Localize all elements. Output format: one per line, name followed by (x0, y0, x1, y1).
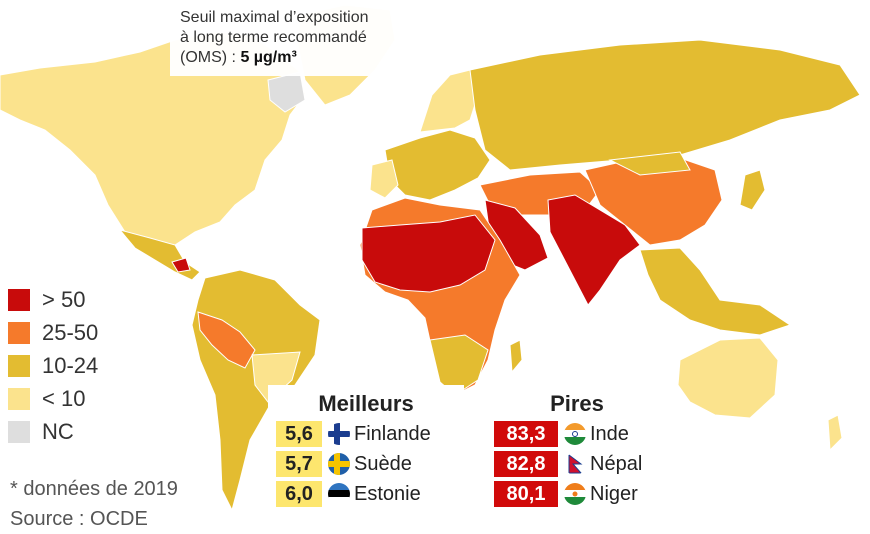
worst-countries-panel: Pires 83,3 Inde 82,8 Népal 80,1 Niger (486, 385, 668, 521)
legend-label: 25-50 (42, 319, 99, 345)
region-madagascar (509, 339, 523, 374)
niger-flag-icon (564, 483, 586, 505)
legend-item: 10-24 (8, 349, 98, 382)
legend-item: NC (8, 415, 98, 448)
best-country: Suède (354, 452, 412, 475)
region-japan (739, 169, 766, 211)
note-line-3-prefix: (OMS) : (180, 49, 241, 66)
best-country: Finlande (354, 422, 431, 445)
region-south-asia (547, 194, 641, 306)
region-mongolia (608, 151, 691, 176)
best-row: 5,6 Finlande (268, 419, 464, 449)
region-south-east-asia (639, 247, 792, 336)
legend-swatch (8, 354, 30, 377)
region-russia (469, 39, 861, 171)
best-value: 6,0 (276, 481, 322, 507)
worst-country: Niger (590, 482, 638, 505)
best-value: 5,6 (276, 421, 322, 447)
worst-value: 80,1 (494, 481, 558, 507)
legend-item: < 10 (8, 382, 98, 415)
note-line-3: (OMS) : 5 µg/m³ (180, 48, 406, 68)
india-flag-icon (564, 423, 586, 445)
region-europe (384, 129, 491, 201)
note-line-1: Seuil maximal d’exposition (180, 9, 369, 26)
legend-swatch (8, 288, 30, 311)
best-countries-panel: Meilleurs 5,6 Finlande 5,7 Suède 6,0 Est… (268, 385, 464, 521)
legend-swatch (8, 420, 30, 443)
worst-row: 82,8 Népal (486, 449, 668, 479)
worst-row: 80,1 Niger (486, 479, 668, 509)
legend-label: > 50 (42, 286, 86, 312)
footnote: * données de 2019 Source : OCDE (10, 474, 178, 534)
data-year-note: * données de 2019 (10, 478, 178, 500)
legend-swatch (8, 387, 30, 410)
worst-row: 83,3 Inde (486, 419, 668, 449)
best-value: 5,7 (276, 451, 322, 477)
legend-label: 10-24 (42, 352, 99, 378)
worst-country: Népal (590, 452, 643, 475)
region-scandinavia (419, 69, 479, 133)
map-legend: > 50 25-50 10-24 < 10 NC (8, 283, 98, 448)
legend-item: > 50 (8, 283, 98, 316)
region-new-zealand (827, 414, 843, 452)
worst-value: 83,3 (494, 421, 558, 447)
note-threshold-value: 5 µg/m³ (240, 49, 297, 66)
finland-flag-icon (328, 423, 350, 445)
region-australia (677, 337, 779, 419)
legend-swatch (8, 321, 30, 344)
sweden-flag-icon (328, 453, 350, 475)
note-line-2: à long terme recommandé (180, 29, 367, 46)
worst-country: Inde (590, 422, 629, 445)
legend-label: < 10 (42, 385, 86, 411)
region-sahel (361, 214, 496, 293)
region-central-america (171, 257, 191, 273)
legend-label: NC (42, 418, 74, 444)
best-panel-title: Meilleurs (318, 391, 414, 416)
estonia-flag-icon (328, 483, 350, 505)
worst-panel-title: Pires (550, 391, 604, 416)
best-row: 6,0 Estonie (268, 479, 464, 509)
worst-value: 82,8 (494, 451, 558, 477)
who-threshold-note: Seuil maximal d’exposition à long terme … (170, 4, 416, 76)
region-peru-bolivia (197, 311, 256, 369)
region-iberia-uk (369, 159, 399, 199)
best-country: Estonie (354, 482, 421, 505)
best-row: 5,7 Suède (268, 449, 464, 479)
source-note: Source : OCDE (10, 508, 148, 530)
nepal-flag-icon (564, 453, 586, 475)
region-southern-africa (429, 334, 489, 396)
legend-item: 25-50 (8, 316, 98, 349)
